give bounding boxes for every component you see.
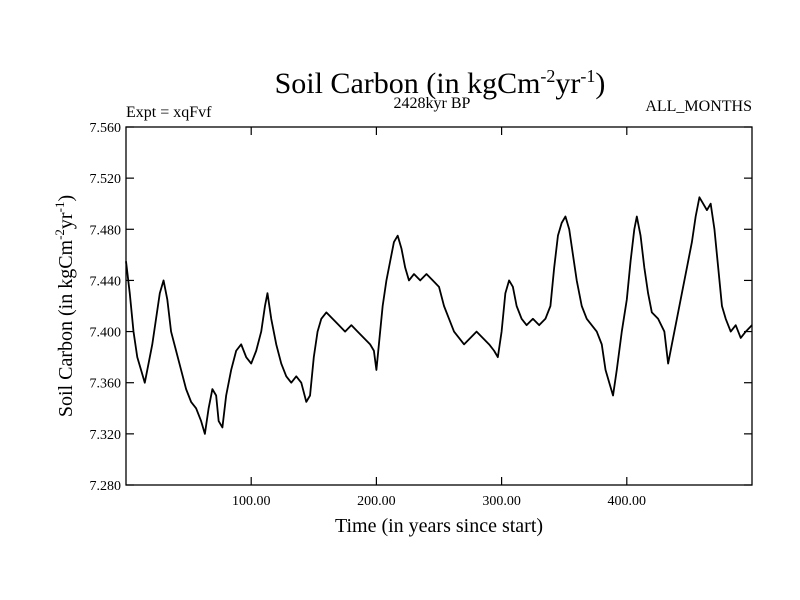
y-axis: 7.280 7.320 7.360 7.400 7.440 7.480 7.520 7.560 [90,121,752,494]
y-tick-label: 7.480 [90,223,122,238]
x-tick-label: 200.00 [357,494,396,509]
y-tick-label: 7.560 [90,121,122,136]
series-layer [125,196,753,435]
y-tick-label: 7.280 [90,479,122,494]
chart-title: Soil Carbon (in kgCm-2yr-1) [275,66,606,100]
x-tick-label: 400.00 [608,494,647,509]
y-tick-label: 7.520 [90,172,122,187]
x-tick-label: 100.00 [232,494,271,509]
series-line-0 [125,196,753,435]
subtitle-experiment: Expt = xqFvf [126,104,212,121]
subtitle-months: ALL_MONTHS [645,98,752,115]
y-axis-label: Soil Carbon (in kgCm-2yr-1) [52,195,77,417]
y-tick-label: 7.360 [90,377,122,392]
x-axis: 100.00 200.00 300.00 400.00 [232,127,646,509]
x-tick-label: 300.00 [482,494,521,509]
plot-frame [125,126,753,486]
y-tick-label: 7.320 [90,428,122,443]
x-axis-label: Time (in years since start) [335,515,543,537]
y-tick-label: 7.400 [90,326,122,341]
y-tick-label: 7.440 [90,274,122,289]
subtitle-period: 2428kyr BP [394,95,471,112]
